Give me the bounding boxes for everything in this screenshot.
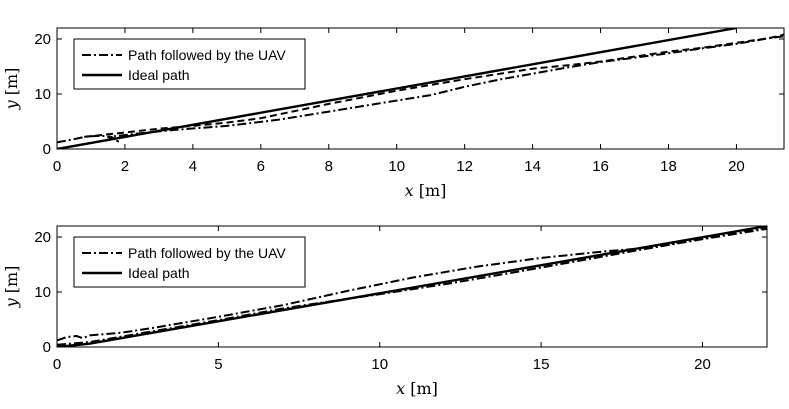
y-tick-label: 20 [34, 229, 51, 246]
y-tick-label: 10 [34, 284, 51, 301]
legend-box [73, 38, 306, 90]
x-tick-label: 12 [456, 158, 473, 175]
legend-label: Ideal path [128, 265, 190, 281]
x-tick-label: 0 [53, 158, 61, 175]
y-tick-label: 0 [43, 339, 51, 356]
x-tick-label: 15 [533, 356, 550, 373]
series-line-1-0 [57, 226, 767, 342]
x-tick-label: 14 [524, 158, 541, 175]
legend: Path followed by the UAV Ideal path [73, 236, 306, 288]
legend-box [73, 236, 306, 288]
x-tick-label: 10 [388, 158, 405, 175]
x-tick-label: 2 [121, 158, 129, 175]
legend-label: Path followed by the UAV [128, 47, 286, 63]
x-axis-label: x [m] [396, 379, 438, 398]
x-tick-label: 10 [371, 356, 388, 373]
y-tick-label: 10 [34, 86, 51, 103]
y-axis-label: y [m] [2, 68, 21, 111]
x-tick-label: 6 [257, 158, 265, 175]
x-tick-label: 18 [660, 158, 677, 175]
series-group [57, 28, 784, 149]
x-tick-label: 16 [592, 158, 609, 175]
series-line-0-2 [57, 28, 737, 149]
x-tick-label: 5 [214, 356, 222, 373]
chart-top: 0 2 4 6 8 10 12 14 16 18 20 0 10 20 x [m] y [m] Path fol… [2, 27, 785, 200]
y-tick-label: 0 [43, 141, 51, 158]
chart-bottom: 0 5 10 15 20 0 10 20 x [m] y [m] Path followed by … [2, 225, 768, 398]
y-tick-label: 20 [34, 31, 51, 48]
legend-label: Ideal path [128, 67, 190, 83]
series-line-0-0 [57, 35, 784, 144]
plot-frame [56, 225, 768, 348]
series-line-1-2 [57, 226, 767, 347]
x-tick-label: 20 [694, 356, 711, 373]
series-group [57, 226, 767, 347]
y-axis-label: y [m] [2, 266, 21, 309]
x-axis-label: x [m] [405, 181, 447, 200]
x-tick-label: 20 [728, 158, 745, 175]
plot-frame [56, 27, 785, 150]
x-tick-label: 0 [53, 356, 61, 373]
x-tick-label: 4 [189, 158, 197, 175]
legend: Path followed by the UAV Ideal path [73, 38, 306, 90]
x-tick-label: 8 [325, 158, 333, 175]
legend-label: Path followed by the UAV [128, 245, 286, 261]
